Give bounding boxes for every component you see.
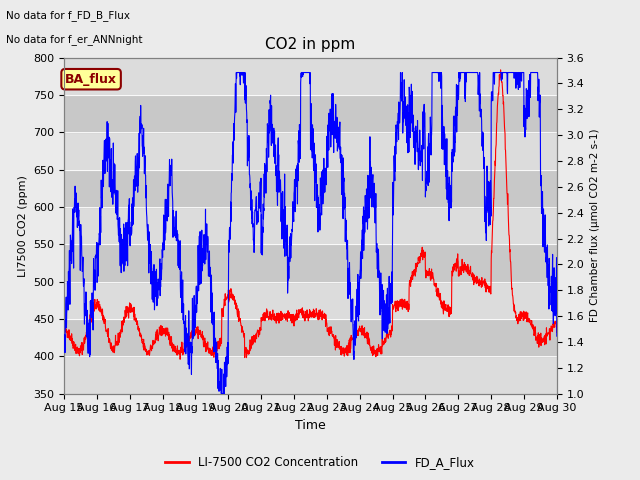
Y-axis label: LI7500 CO2 (ppm): LI7500 CO2 (ppm) [17, 175, 28, 276]
Text: No data for f_er_ANNnight: No data for f_er_ANNnight [6, 34, 143, 45]
Legend: LI-7500 CO2 Concentration, FD_A_Flux: LI-7500 CO2 Concentration, FD_A_Flux [161, 452, 479, 474]
Bar [64, 356, 557, 394]
X-axis label: Time: Time [295, 419, 326, 432]
Bar [64, 319, 557, 356]
Bar [64, 132, 557, 169]
Text: No data for f_FD_B_Flux: No data for f_FD_B_Flux [6, 10, 131, 21]
Title: CO2 in ppm: CO2 in ppm [265, 37, 356, 52]
Bar [64, 282, 557, 319]
Bar [64, 95, 557, 132]
Bar [64, 169, 557, 207]
Bar [64, 244, 557, 282]
Bar [64, 58, 557, 95]
Text: BA_flux: BA_flux [65, 73, 117, 86]
Y-axis label: FD Chamber flux (μmol CO2 m-2 s-1): FD Chamber flux (μmol CO2 m-2 s-1) [590, 129, 600, 323]
Bar [64, 207, 557, 244]
